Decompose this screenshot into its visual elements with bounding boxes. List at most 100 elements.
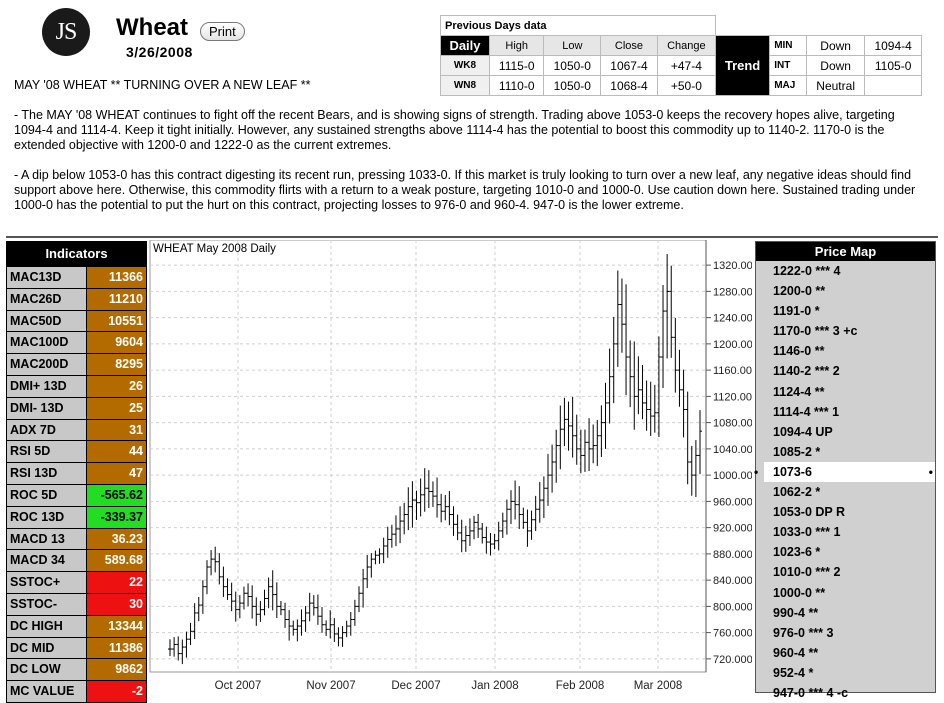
js-logo: JS xyxy=(42,8,90,56)
indicator-value: 9862 xyxy=(87,659,146,681)
indicator-value: 8295 xyxy=(87,354,146,375)
price-map-level: 1114-4 *** 1 xyxy=(756,402,935,422)
indicator-value: 25 xyxy=(87,397,146,419)
indicator-row: MACD 34 589.68 xyxy=(7,549,146,572)
price-map-level: 1085-2 * xyxy=(756,442,935,462)
y-tick-label: 1320.00 xyxy=(713,260,752,272)
y-tick-label: 720.000 xyxy=(713,654,752,666)
chart-plot-area xyxy=(149,240,707,673)
indicator-row: ROC 13D -339.37 xyxy=(7,505,146,528)
indicator-label: MAC13D xyxy=(7,267,87,288)
price-map-text: 952-4 * xyxy=(773,665,814,680)
headline: MAY '08 WHEAT ** TURNING OVER A NEW LEAF… xyxy=(14,78,311,92)
row-label: WK8 xyxy=(440,55,490,76)
indicator-label: RSI 5D xyxy=(7,441,87,463)
x-tick-label: Dec 2007 xyxy=(391,680,440,692)
y-tick-label: 1040.00 xyxy=(713,444,752,456)
trend-min-value: Down xyxy=(805,35,866,56)
y-tick-label: 960.000 xyxy=(713,496,752,508)
price-map-text: 1191-0 * xyxy=(773,304,820,319)
report-date: 3/26/2008 xyxy=(126,44,193,60)
row-high: 1115-0 xyxy=(488,55,545,76)
indicator-row: MC VALUE -2 xyxy=(7,680,146,702)
y-tick-label: 1000.00 xyxy=(713,470,752,482)
price-map-current-level: 1073-6 • • xyxy=(754,461,935,483)
indicator-label: ROC 5D xyxy=(7,484,87,506)
indicator-value: 31 xyxy=(87,419,146,441)
indicator-label: SSTOC- xyxy=(7,593,87,615)
indicator-row: MAC50D 10551 xyxy=(7,309,146,332)
price-map-text: 1010-0 *** 2 xyxy=(773,565,841,580)
price-map-level: 1033-0 *** 1 xyxy=(756,522,935,542)
trend-int-label: INT xyxy=(769,55,807,76)
price-map-title: Price Map xyxy=(756,242,935,261)
indicator-label: MAC26D xyxy=(7,288,87,310)
indicator-label: SSTOC+ xyxy=(7,572,87,593)
indicator-label: DC MID xyxy=(7,637,87,659)
x-tick-label: Oct 2007 xyxy=(215,680,262,692)
indicator-row: DC MID 11386 xyxy=(7,636,146,659)
price-map-level: 1222-0 *** 4 xyxy=(756,261,935,281)
indicator-row: ROC 5D -565.62 xyxy=(7,483,146,506)
indicator-row: ADX 7D 31 xyxy=(7,418,146,441)
trend-min-label: MIN xyxy=(769,35,807,56)
indicator-value: -339.37 xyxy=(87,506,146,528)
price-map-panel: Price Map 1222-0 *** 4 1200-0 ** 1191-0 * 1… xyxy=(754,241,936,700)
indicator-row: MAC13D 11366 xyxy=(7,266,146,288)
col-change: Change xyxy=(656,35,716,56)
y-tick-label: 1240.00 xyxy=(713,313,752,325)
price-map-text: 1094-4 UP xyxy=(773,424,833,439)
indicators-list: MAC13D 11366 MAC26D 11210 MAC50D 10551 MAC100D… xyxy=(7,266,146,702)
indicator-row: MAC100D 9604 xyxy=(7,331,146,354)
y-tick-label: 880.000 xyxy=(713,549,752,561)
indicator-row: SSTOC- 30 xyxy=(7,592,146,615)
y-tick-label: 1120.00 xyxy=(713,391,752,403)
price-map-level: 1146-0 ** xyxy=(756,341,935,361)
indicator-label: MAC50D xyxy=(7,310,87,332)
trend-maj-level xyxy=(864,75,922,96)
price-map-text: 1000-0 ** xyxy=(773,585,826,600)
price-map-text: 1222-0 *** 4 xyxy=(773,264,841,278)
price-map-text: 1124-4 ** xyxy=(773,384,825,399)
price-map-level: 1200-0 ** xyxy=(756,281,935,301)
row-close: 1067-4 xyxy=(600,55,658,76)
x-tick-label: Jan 2008 xyxy=(471,680,518,692)
y-tick-label: 760.000 xyxy=(713,628,752,640)
x-tick-label: Nov 2007 xyxy=(306,680,355,692)
print-button[interactable]: Print xyxy=(200,22,245,41)
indicator-value: 47 xyxy=(87,463,146,484)
indicator-label: DC HIGH xyxy=(7,615,87,637)
indicator-label: RSI 13D xyxy=(7,463,87,484)
price-map-level: 1023-6 * xyxy=(756,542,935,562)
indicator-label: DC LOW xyxy=(7,659,87,681)
price-map-text: 990-4 ** xyxy=(773,605,819,620)
price-map-text: 1170-0 *** 3 +c xyxy=(773,324,858,339)
price-map-text: 1062-2 * xyxy=(773,485,821,500)
previous-days-table: Previous Days data Daily High Low Close … xyxy=(440,15,922,96)
row-low: 1050-0 xyxy=(543,55,602,76)
indicator-label: ADX 7D xyxy=(7,419,87,441)
price-map-text: 1053-0 DP R xyxy=(773,505,846,520)
price-map-text: 947-0 *** 4 -c xyxy=(773,685,849,700)
indicator-value: 11366 xyxy=(87,267,146,288)
indicator-value: 30 xyxy=(87,593,146,615)
price-chart: 720.000 760.000 800.000 840.000 880.000 920.0… xyxy=(149,240,752,692)
price-map-text: 960-4 ** xyxy=(773,645,819,660)
row-label: WN8 xyxy=(440,75,490,96)
indicators-title: Indicators xyxy=(7,242,146,266)
indicator-row: MAC200D 8295 xyxy=(7,353,146,375)
indicator-value: 36.23 xyxy=(87,528,146,550)
price-map-level: 952-4 * xyxy=(756,663,935,683)
indicator-row: DMI+ 13D 26 xyxy=(7,374,146,397)
price-map-level: 1191-0 * xyxy=(756,301,935,321)
price-map-level: 947-0 *** 4 -c xyxy=(756,683,935,703)
indicator-value: -565.62 xyxy=(87,484,146,506)
y-tick-label: 840.000 xyxy=(713,575,752,587)
indicator-value: 26 xyxy=(87,375,146,397)
y-tick-label: 800.000 xyxy=(713,601,752,613)
row-low: 1050-0 xyxy=(543,75,602,96)
price-map-level: 960-4 ** xyxy=(756,643,935,663)
y-tick-label: 1200.00 xyxy=(713,339,752,351)
indicator-row: DC HIGH 13344 xyxy=(7,614,146,637)
section-divider xyxy=(6,236,938,238)
